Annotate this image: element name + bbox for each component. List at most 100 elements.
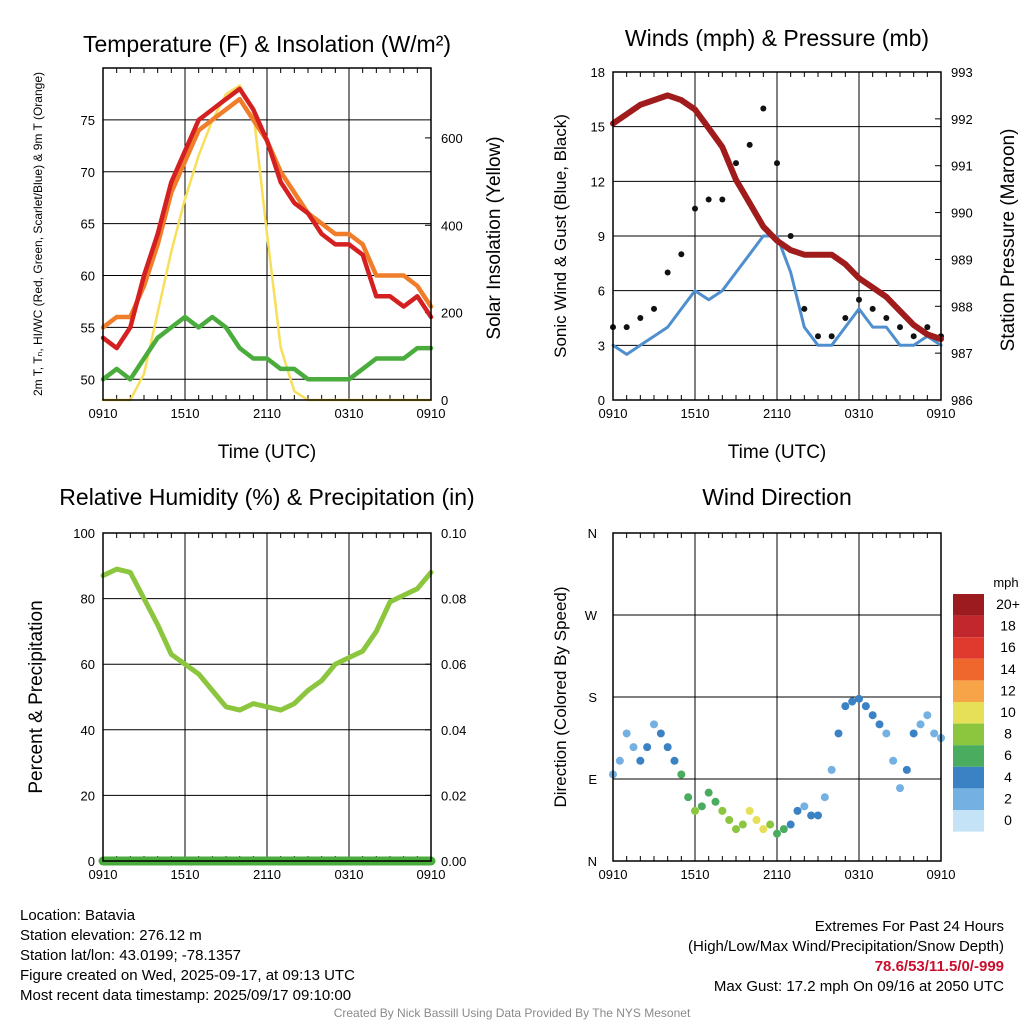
series-wind (611, 234, 943, 356)
recent-text: Most recent data timestamp: 2025/09/17 0… (20, 987, 352, 1004)
series-2m-t (100, 86, 434, 351)
y2-tick-label: 0.08 (441, 592, 466, 607)
panel-1: Temperature (F) & Insolation (W/m²) 0910 1… (31, 31, 505, 463)
y2-tick-label: 0.06 (441, 657, 466, 672)
y-tick-label: 12 (591, 174, 605, 189)
y2-tick-label: 200 (441, 306, 463, 321)
x-axis-label: Time (UTC) (218, 442, 317, 463)
y-tick-label: 0 (88, 854, 95, 869)
y-tick-label: W (585, 608, 598, 623)
direction-point (916, 720, 925, 729)
gust-point (856, 296, 862, 303)
location-text: Location: Batavia (20, 907, 136, 924)
direction-point (875, 720, 884, 729)
y2-tick-label: 986 (951, 393, 973, 408)
plot-frame (102, 532, 432, 862)
panel-title: Wind Direction (702, 484, 852, 510)
gust-point (897, 324, 903, 331)
direction-point (752, 816, 761, 824)
x-tick-label: 2110 (763, 406, 791, 421)
plot-frame (612, 532, 942, 862)
gust-point (774, 160, 780, 167)
y-tick-label: 6 (598, 284, 605, 299)
series-td (100, 314, 434, 382)
x-tick-label: 0910 (417, 867, 446, 882)
legend-swatch (953, 680, 984, 702)
credit-text: Created By Nick Bassill Using Data Provi… (333, 1006, 691, 1020)
direction-point (745, 806, 754, 815)
created-text: Figure created on Wed, 2025-09-17, at 09… (20, 967, 355, 984)
y2-tick-label: 992 (951, 112, 973, 127)
y-tick-label: 20 (81, 788, 95, 803)
legend-label: 4 (1004, 769, 1012, 785)
direction-point (820, 793, 829, 802)
direction-point (704, 788, 713, 797)
y-tick-label: N (588, 526, 597, 541)
x-tick-label: 0310 (335, 867, 364, 882)
gust-point (692, 205, 698, 212)
x-tick-label: 0910 (89, 867, 118, 882)
y2-tick-label: 0.04 (441, 723, 466, 738)
extremes-desc: (High/Low/Max Wind/Precipitation/Snow De… (688, 938, 1004, 955)
direction-point (766, 820, 775, 829)
x-tick-label: 1510 (171, 406, 200, 421)
x-tick-label: 1510 (171, 867, 200, 882)
direction-point (759, 825, 768, 834)
legend-swatch (953, 594, 984, 616)
y-axis-label: Sonic Wind & Gust (Blue, Black) (551, 114, 570, 358)
y-tick-label: N (588, 854, 597, 869)
plot-frame (612, 71, 942, 401)
series-pressure (610, 92, 944, 343)
y2-tick-label: 0.02 (441, 788, 466, 803)
legend-label: 2 (1004, 790, 1012, 806)
elevation-text: Station elevation: 276.12 m (20, 927, 202, 944)
direction-point (814, 811, 822, 820)
y-tick-label: 40 (81, 723, 95, 738)
direction-point (793, 806, 802, 815)
direction-point (902, 765, 911, 774)
panel-2: Winds (mph) & Pressure (mb) 0910 1510 2110 0… (551, 25, 1019, 463)
y-tick-label: 80 (81, 592, 95, 607)
gust-point (869, 305, 876, 312)
gust-point (719, 196, 726, 203)
direction-point (800, 802, 809, 811)
gust-point (910, 333, 917, 340)
direction-point (732, 825, 740, 834)
direction-point (643, 743, 652, 752)
direction-point (923, 711, 932, 720)
latlon-text: Station lat/lon: 43.0199; -78.1357 (20, 947, 242, 964)
gust-point (678, 251, 685, 258)
gust-point (746, 141, 753, 148)
y-tick-label: 3 (598, 338, 605, 353)
legend-swatch (953, 615, 984, 638)
y-tick-label: 75 (81, 113, 95, 128)
panel-title: Winds (mph) & Pressure (mb) (625, 25, 929, 51)
max-gust-text: Max Gust: 17.2 mph On 09/16 at 2050 UTC (713, 978, 1004, 995)
direction-point (656, 729, 665, 738)
y2-tick-label: 988 (951, 299, 973, 314)
direction-point (615, 756, 624, 765)
x-tick-label: 0910 (927, 867, 956, 882)
y-tick-label: 70 (81, 165, 95, 180)
x-tick-label: 2110 (763, 867, 791, 882)
y2-tick-label: 0.00 (441, 854, 466, 869)
gust-point (623, 324, 630, 331)
legend-label: 12 (1000, 682, 1016, 698)
legend-label: 10 (1000, 704, 1016, 720)
direction-point (773, 829, 781, 838)
direction-point (896, 784, 904, 793)
y2-tick-label: 990 (951, 206, 973, 221)
legend-label: 8 (1004, 726, 1012, 742)
y-tick-label: 9 (598, 229, 605, 244)
gust-point (828, 333, 835, 340)
panel-title: Relative Humidity (%) & Precipitation (i… (59, 484, 474, 510)
station-info: Location: Batavia Station elevation: 276… (20, 906, 355, 1006)
direction-point (861, 702, 870, 711)
y-tick-label: 18 (591, 65, 605, 80)
panel-title: Temperature (F) & Insolation (W/m²) (83, 31, 451, 57)
gust-point (883, 315, 890, 321)
extremes-values: 78.6/53/11.5/0/-999 (874, 958, 1004, 975)
direction-point (882, 729, 891, 738)
